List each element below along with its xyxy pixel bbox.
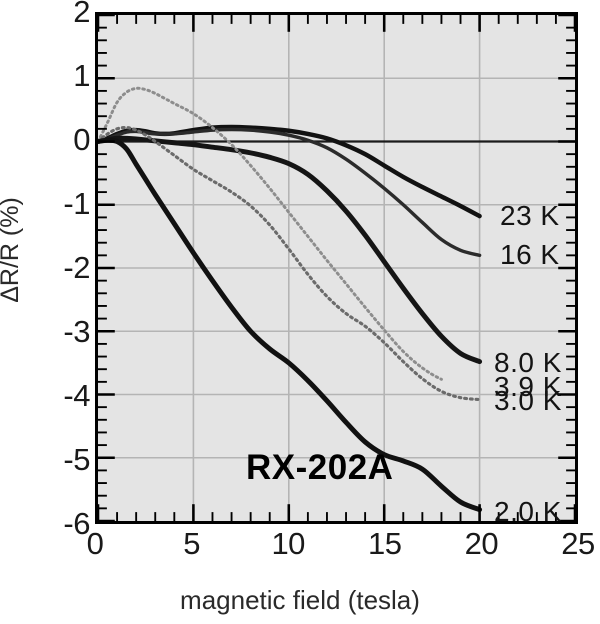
- legend-item-39k: 3.9 K: [494, 371, 562, 403]
- y-axis-tick-labels: 2 1 0 -1 -2 -3 -4 -5 -6: [44, 0, 90, 624]
- y-tick-label: 2: [73, 0, 90, 29]
- y-tick-label: 1: [73, 58, 90, 93]
- x-tick-label: 10: [271, 526, 305, 561]
- y-tick-label: -3: [63, 314, 90, 349]
- y-tick-label: -4: [63, 378, 90, 413]
- x-tick-label: 0: [86, 526, 104, 561]
- x-tick-label: 25: [561, 526, 595, 561]
- legend-item-16k: 16 K: [500, 239, 560, 271]
- data-curves: [98, 86, 483, 513]
- y-axis-title: ΔR/R (%): [0, 197, 24, 303]
- y-tick-label: -2: [63, 250, 90, 285]
- x-tick-label: 15: [368, 526, 402, 561]
- y-tick-label: -1: [63, 186, 90, 221]
- y-tick-label: 0: [73, 122, 90, 157]
- axis-ticks: [98, 15, 575, 521]
- series-title-label: RX-202A: [246, 448, 394, 487]
- y-tick-label: -5: [63, 442, 90, 477]
- x-axis-title: magnetic field (tesla): [180, 585, 420, 615]
- legend-item-20k: 2.0 K: [494, 496, 562, 528]
- x-tick-label: 20: [464, 526, 499, 561]
- y-axis-title-container: ΔR/R (%): [0, 190, 36, 310]
- plot-area: RX-202A: [95, 12, 578, 524]
- x-axis-tick-labels: 0 5 10 15 20 25: [0, 528, 600, 568]
- x-tick-label: 5: [183, 526, 200, 561]
- legend-item-8k: 8.0 K: [494, 346, 562, 378]
- legend-item-30k: 3.0 K: [494, 385, 562, 417]
- y-tick-label: -6: [63, 506, 90, 541]
- legend-item-23k: 23 K: [500, 199, 560, 231]
